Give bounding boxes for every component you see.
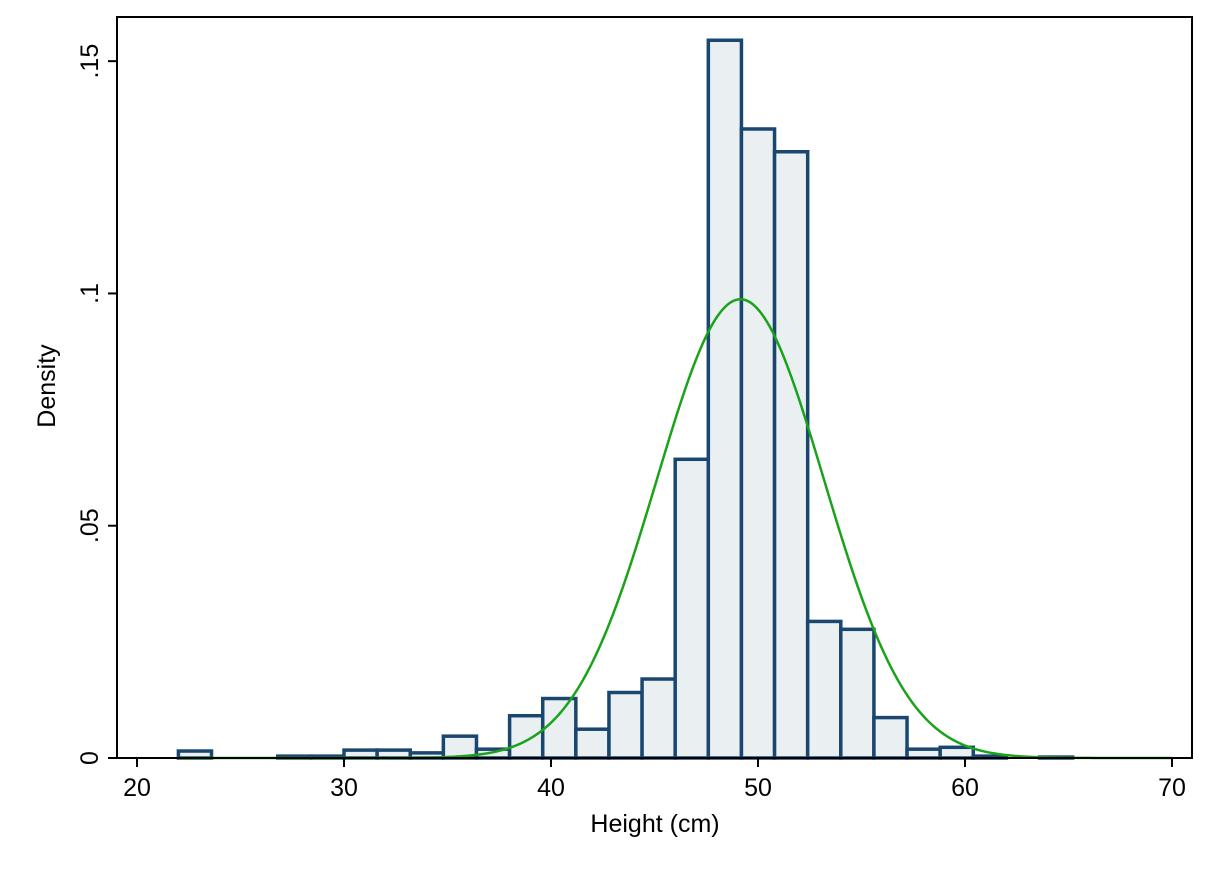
y-tick-label: .15 — [76, 44, 104, 79]
histogram-bar — [642, 679, 675, 758]
y-axis-title: Density — [33, 344, 61, 428]
x-tick-label: 40 — [537, 774, 565, 802]
histogram-bar — [510, 716, 543, 758]
histogram-bar — [576, 729, 609, 758]
x-axis-title: Height (cm) — [590, 810, 719, 838]
x-tick-label: 30 — [330, 774, 358, 802]
histogram-bar — [675, 459, 708, 758]
histogram-bar — [841, 629, 874, 758]
x-tick-label: 50 — [744, 774, 772, 802]
y-tick-label: .1 — [76, 283, 104, 304]
histogram-bar — [609, 693, 642, 759]
histogram-bar — [708, 40, 741, 758]
x-tick-label: 20 — [123, 774, 151, 802]
y-tick-label: 0 — [76, 751, 104, 765]
histogram-bar — [543, 699, 576, 758]
x-tick-label: 60 — [951, 774, 979, 802]
histogram-bar — [940, 747, 973, 758]
histogram-bar — [907, 749, 940, 758]
x-tick-label: 70 — [1158, 774, 1186, 802]
histogram-bar — [741, 129, 774, 758]
histogram-bar — [775, 152, 808, 758]
histogram-bar — [808, 621, 841, 758]
histogram-bar — [874, 718, 907, 758]
y-tick-label: .05 — [76, 508, 104, 543]
